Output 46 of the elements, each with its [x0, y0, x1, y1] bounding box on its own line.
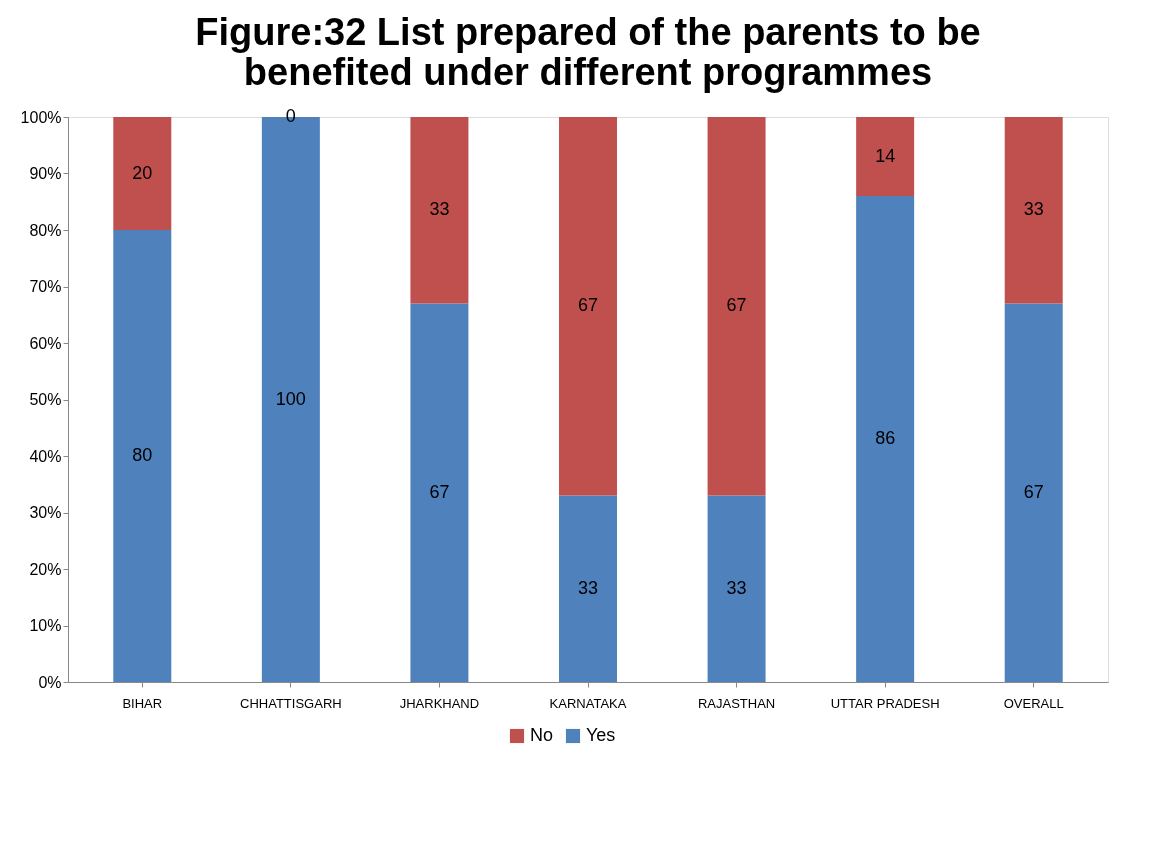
bar	[1004, 303, 1063, 682]
bar	[410, 117, 469, 304]
y-tick-label: 60%	[29, 334, 62, 352]
y-tick-label: 40%	[29, 447, 62, 465]
bar	[1004, 117, 1063, 304]
data-label: 33	[577, 577, 599, 598]
y-tick-label: 70%	[29, 278, 62, 295]
bar	[559, 495, 617, 682]
x-tick-label: OVERALL	[1003, 695, 1064, 711]
data-label: 67	[726, 295, 747, 316]
x-tick-label: CHHATTISGARH	[240, 695, 342, 711]
bar	[113, 117, 172, 230]
data-label: 67	[577, 295, 599, 316]
data-label: 33	[429, 199, 450, 220]
x-tick-label: BIHAR	[122, 695, 163, 711]
y-tick-label: 50%	[29, 391, 62, 408]
x-tick-label: UTTAR PRADESH	[830, 695, 940, 711]
data-label: 86	[875, 428, 896, 449]
bar	[856, 117, 915, 197]
data-label: 67	[1023, 481, 1044, 502]
y-tick-label: 100%	[20, 108, 62, 126]
y-tick-label: 0%	[38, 673, 62, 691]
x-tick-label: JHARKHAND	[399, 695, 480, 711]
bar	[856, 196, 915, 682]
bar	[113, 230, 172, 682]
y-tick-label: 20%	[29, 560, 62, 578]
legend-label: Yes	[586, 725, 616, 745]
bar	[707, 495, 766, 682]
chart-title: Figure:32 List prepared of the parents to be benefited under different programmes	[195, 11, 981, 93]
x-tick-label: RAJASTHAN	[697, 695, 776, 711]
bar	[410, 303, 469, 682]
data-label: 33	[1023, 199, 1044, 220]
y-tick-label: 30%	[29, 504, 62, 521]
data-label: 14	[875, 145, 896, 166]
y-tick-label: 80%	[29, 221, 62, 239]
data-label: 20	[132, 162, 153, 183]
bar	[559, 117, 617, 496]
y-tick-label: 10%	[29, 617, 62, 634]
bar	[707, 117, 766, 496]
data-label: 100	[275, 388, 306, 409]
x-tick-label: KARNATAKA	[549, 695, 627, 711]
legend-label: No	[530, 725, 554, 745]
y-tick-label: 90%	[29, 165, 62, 182]
data-label: 67	[429, 481, 450, 502]
data-label: 33	[726, 577, 747, 598]
data-label: 80	[132, 445, 153, 465]
